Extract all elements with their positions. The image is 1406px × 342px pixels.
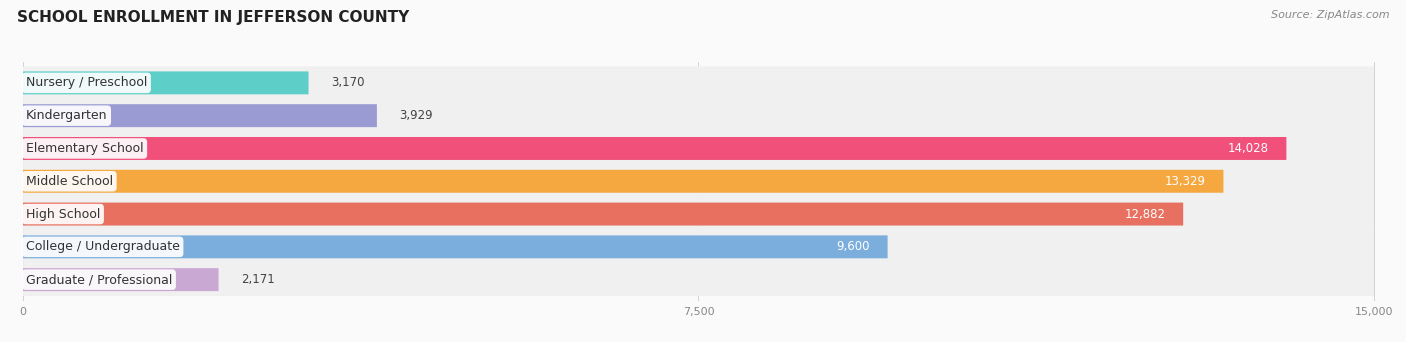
FancyBboxPatch shape xyxy=(22,170,1223,193)
FancyBboxPatch shape xyxy=(22,137,1286,160)
FancyBboxPatch shape xyxy=(22,104,377,127)
Text: Middle School: Middle School xyxy=(25,175,112,188)
FancyBboxPatch shape xyxy=(22,202,1184,225)
Text: Nursery / Preschool: Nursery / Preschool xyxy=(25,76,148,89)
Text: Source: ZipAtlas.com: Source: ZipAtlas.com xyxy=(1271,10,1389,20)
FancyBboxPatch shape xyxy=(22,263,1374,296)
FancyBboxPatch shape xyxy=(22,71,308,94)
FancyBboxPatch shape xyxy=(22,66,1374,99)
FancyBboxPatch shape xyxy=(22,198,1374,231)
FancyBboxPatch shape xyxy=(22,132,1374,165)
Text: 13,329: 13,329 xyxy=(1164,175,1205,188)
Text: College / Undergraduate: College / Undergraduate xyxy=(25,240,180,253)
FancyBboxPatch shape xyxy=(22,235,887,258)
FancyBboxPatch shape xyxy=(22,268,218,291)
Text: Graduate / Professional: Graduate / Professional xyxy=(25,273,172,286)
Text: 14,028: 14,028 xyxy=(1227,142,1268,155)
Text: 2,171: 2,171 xyxy=(240,273,274,286)
Text: High School: High School xyxy=(25,208,100,221)
Text: 12,882: 12,882 xyxy=(1125,208,1166,221)
Text: Elementary School: Elementary School xyxy=(25,142,143,155)
FancyBboxPatch shape xyxy=(22,165,1374,198)
Text: SCHOOL ENROLLMENT IN JEFFERSON COUNTY: SCHOOL ENROLLMENT IN JEFFERSON COUNTY xyxy=(17,10,409,25)
Text: 3,170: 3,170 xyxy=(330,76,364,89)
Text: Kindergarten: Kindergarten xyxy=(25,109,107,122)
Text: 3,929: 3,929 xyxy=(399,109,433,122)
FancyBboxPatch shape xyxy=(22,99,1374,132)
FancyBboxPatch shape xyxy=(22,231,1374,263)
Text: 9,600: 9,600 xyxy=(837,240,869,253)
